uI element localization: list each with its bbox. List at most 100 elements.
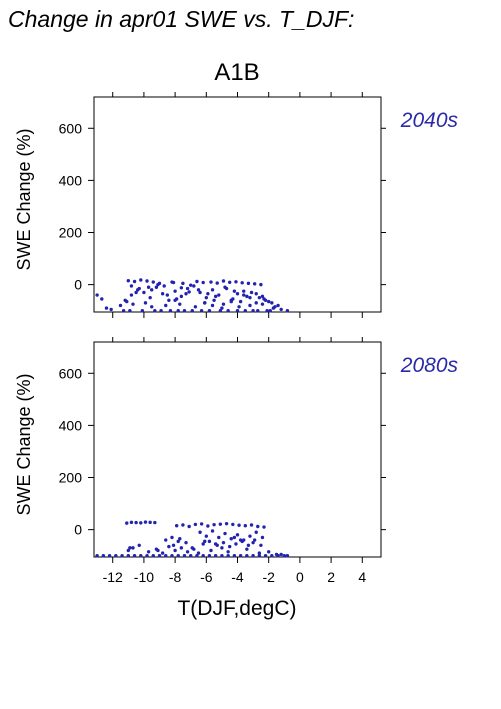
data-point <box>257 295 262 300</box>
data-point <box>285 308 290 313</box>
data-point <box>228 544 232 549</box>
data-point <box>207 308 212 313</box>
data-point <box>207 539 212 544</box>
data-point <box>282 553 286 558</box>
data-point <box>221 540 226 545</box>
figure-title: Change in apr01 SWE vs. T_DJF: <box>8 6 354 32</box>
data-point <box>232 553 237 558</box>
data-point <box>150 288 154 292</box>
data-point <box>234 280 238 284</box>
data-point <box>187 524 191 529</box>
data-point <box>146 550 151 554</box>
data-point <box>204 534 209 538</box>
data-point <box>232 289 237 293</box>
data-point <box>101 553 106 558</box>
data-point <box>185 550 190 554</box>
data-point <box>137 286 141 291</box>
data-point <box>160 292 165 296</box>
data-point <box>118 303 123 308</box>
data-point <box>251 540 255 545</box>
data-point <box>235 533 240 537</box>
data-point <box>167 298 171 302</box>
data-point <box>266 299 271 304</box>
data-point <box>184 540 188 545</box>
x-tick-label: -2 <box>262 569 275 585</box>
data-point <box>229 299 233 304</box>
data-point <box>190 546 194 550</box>
data-point <box>220 306 224 310</box>
data-point <box>160 551 165 555</box>
data-point <box>245 294 249 299</box>
data-point <box>156 282 160 287</box>
data-point <box>251 553 255 558</box>
data-point <box>131 546 135 550</box>
data-point <box>226 550 230 554</box>
data-point <box>207 553 212 558</box>
data-point <box>279 307 283 312</box>
x-tick-label: -10 <box>134 569 154 585</box>
data-point <box>221 302 226 306</box>
data-point <box>260 294 265 299</box>
data-point <box>270 301 274 305</box>
data-point <box>137 543 141 547</box>
y-tick-label: 400 <box>59 172 83 188</box>
data-point <box>257 551 262 555</box>
data-point <box>201 553 205 558</box>
data-point <box>243 524 247 528</box>
data-point <box>126 548 131 553</box>
data-point <box>260 535 265 540</box>
data-point <box>126 279 131 283</box>
data-point <box>153 520 157 525</box>
data-point <box>148 520 152 525</box>
data-point <box>154 285 159 289</box>
data-point <box>178 537 182 541</box>
data-point <box>221 279 226 283</box>
data-point <box>187 290 191 294</box>
plot-frame <box>93 96 382 313</box>
data-point <box>121 308 126 313</box>
data-point <box>285 553 290 558</box>
data-point <box>224 286 229 291</box>
data-point <box>276 303 280 308</box>
scatter-panel-2080s: 0 200 400 600 -12 -10 -8 -6 -4 -2 0 2 4 SWE Change (%… <box>14 337 458 585</box>
data-point <box>125 299 129 304</box>
data-point <box>243 308 247 313</box>
data-point <box>209 548 213 553</box>
data-point <box>120 553 124 558</box>
data-point <box>182 553 187 558</box>
data-point <box>265 308 269 313</box>
data-point <box>252 282 257 286</box>
data-point <box>231 522 235 527</box>
data-point <box>195 553 199 558</box>
data-point <box>171 543 176 547</box>
data-point <box>212 522 216 527</box>
y-axis-label: SWE Change (%) <box>14 128 34 270</box>
data-point <box>271 306 276 310</box>
data-point <box>129 284 134 288</box>
data-point <box>274 552 279 557</box>
data-point <box>164 303 168 308</box>
data-point <box>134 290 138 295</box>
data-point <box>189 283 193 287</box>
data-point <box>199 522 204 526</box>
data-point <box>210 529 215 533</box>
data-point <box>204 295 209 300</box>
data-point <box>213 294 218 299</box>
data-point <box>176 539 180 544</box>
data-point <box>151 553 155 558</box>
data-point <box>193 305 198 309</box>
y-tick-label: 400 <box>59 417 83 433</box>
data-point <box>262 525 266 529</box>
data-point <box>198 530 202 534</box>
y-tick-label: 200 <box>59 225 83 241</box>
data-point <box>151 280 155 284</box>
data-point <box>173 548 177 553</box>
data-point <box>129 520 134 525</box>
data-point <box>142 290 146 295</box>
data-point <box>217 293 221 297</box>
data-point <box>259 282 263 287</box>
data-point <box>259 543 263 547</box>
x-tick-label: 0 <box>296 569 304 585</box>
data-point <box>220 553 224 558</box>
